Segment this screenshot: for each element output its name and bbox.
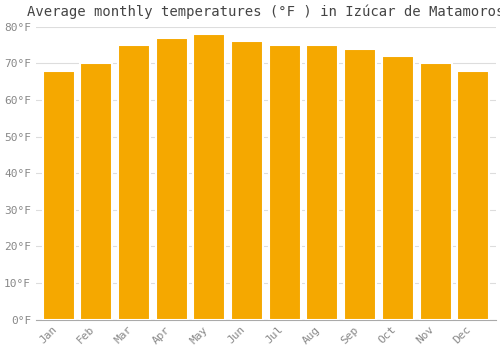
Bar — [269, 45, 301, 320]
Title: Average monthly temperatures (°F ) in Izúcar de Matamoros: Average monthly temperatures (°F ) in Iz… — [27, 4, 500, 19]
Bar — [42, 71, 74, 320]
Bar — [457, 71, 489, 320]
Bar — [306, 45, 338, 320]
Bar — [344, 49, 376, 320]
Bar — [420, 63, 452, 320]
Bar — [118, 45, 150, 320]
Bar — [231, 41, 263, 320]
Bar — [156, 38, 188, 320]
Bar — [382, 56, 414, 320]
Bar — [194, 34, 226, 320]
Bar — [80, 63, 112, 320]
